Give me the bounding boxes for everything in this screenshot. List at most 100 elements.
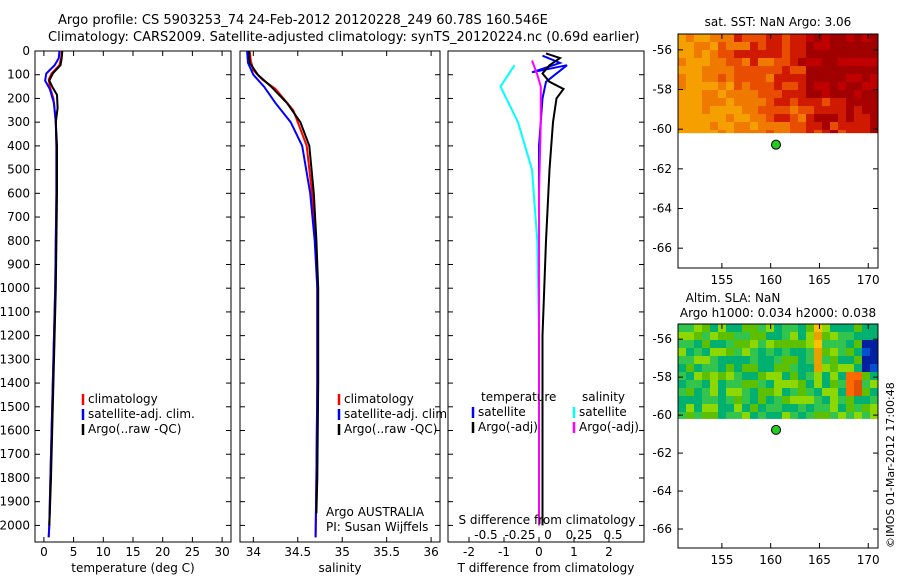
- map-cell: [862, 412, 870, 419]
- map-cell: [758, 82, 766, 90]
- map-cell: [750, 324, 758, 332]
- map-cell: [710, 34, 718, 42]
- map-cell: [838, 356, 846, 364]
- x-tick-label: 36: [423, 545, 438, 559]
- map-cell: [862, 58, 870, 66]
- map-cell: [766, 42, 774, 50]
- y-tick-label: -66: [652, 241, 672, 255]
- map-cell: [774, 388, 782, 396]
- map-cell: [726, 412, 734, 419]
- map-cell: [702, 340, 710, 348]
- map-cell: [702, 114, 710, 122]
- map-cell: [822, 388, 830, 396]
- map-cell: [830, 340, 838, 348]
- map-cell: [710, 348, 718, 356]
- map-cell: [718, 412, 726, 419]
- map-cell: [846, 42, 854, 50]
- map-cell: [822, 364, 830, 372]
- map-cell: [798, 332, 806, 340]
- map-cell: [870, 74, 878, 82]
- map-cell: [814, 332, 822, 340]
- y-tick-label: 1900: [0, 495, 30, 509]
- map-cell: [870, 372, 878, 380]
- map-cell: [702, 42, 710, 50]
- map-cell: [750, 130, 758, 134]
- map-cell: [790, 34, 798, 42]
- map-cell: [758, 396, 766, 404]
- y-tick-label: 1800: [0, 471, 30, 485]
- map-cell: [734, 356, 742, 364]
- map-cell: [718, 50, 726, 58]
- map-cell: [806, 74, 814, 82]
- map-cell: [726, 34, 734, 42]
- map-cell: [846, 98, 854, 106]
- y-tick-label: 1600: [0, 424, 30, 438]
- map-cell: [758, 412, 766, 419]
- map-cell: [782, 356, 790, 364]
- x-tick-label: 160: [759, 553, 782, 567]
- map-cell: [814, 50, 822, 58]
- y-tick-label: 1500: [0, 400, 30, 414]
- map-cell: [782, 90, 790, 98]
- profile-title: Argo profile: CS 5903253_74 24-Feb-2012 …: [58, 13, 548, 28]
- map-cell: [742, 332, 750, 340]
- map-cell: [870, 324, 878, 332]
- y-tick-label: 800: [7, 234, 30, 248]
- map-cell: [798, 90, 806, 98]
- map-cell: [782, 74, 790, 82]
- map-cell: [790, 412, 798, 419]
- x-tick-label: 155: [710, 273, 733, 287]
- map-cell: [710, 130, 718, 134]
- map-cell: [702, 348, 710, 356]
- map-cell: [798, 58, 806, 66]
- map-cell: [702, 412, 710, 419]
- map-cell: [814, 340, 822, 348]
- s-tick-label: 0: [544, 528, 552, 542]
- x-tick-label: 155: [710, 553, 733, 567]
- map-cell: [782, 324, 790, 332]
- map-cell: [862, 50, 870, 58]
- map-cell: [686, 324, 694, 332]
- map-cell: [838, 114, 846, 122]
- map-cell: [846, 364, 854, 372]
- map-cell: [678, 364, 686, 372]
- map-cell: [750, 82, 758, 90]
- y-tick-label: 500: [7, 163, 30, 177]
- map-cell: [766, 348, 774, 356]
- map-cell: [774, 50, 782, 58]
- map-cell: [678, 106, 686, 114]
- map-cell: [782, 396, 790, 404]
- y-tick-label: -62: [652, 446, 672, 460]
- map-cell: [870, 114, 878, 122]
- map-cell: [822, 82, 830, 90]
- x-axis-label: temperature (deg C): [71, 561, 194, 575]
- map-cell: [742, 412, 750, 419]
- map-cell: [742, 380, 750, 388]
- map-cell: [766, 74, 774, 82]
- station-marker: [771, 139, 782, 150]
- map-cell: [742, 396, 750, 404]
- map-cell: [734, 130, 742, 134]
- map-cell: [726, 388, 734, 396]
- map-cell: [806, 324, 814, 332]
- y-tick-label: 100: [7, 68, 30, 82]
- x-tick-label: -2: [463, 545, 475, 559]
- map-cell: [774, 114, 782, 122]
- map-cell: [830, 66, 838, 74]
- map-cell: [686, 98, 694, 106]
- map-cell: [790, 98, 798, 106]
- map-cell: [814, 388, 822, 396]
- map-cell: [814, 66, 822, 74]
- map-cell: [806, 412, 814, 419]
- map-cell: [838, 58, 846, 66]
- map-cell: [758, 380, 766, 388]
- map-cell: [702, 106, 710, 114]
- map-cell: [678, 348, 686, 356]
- map-cell: [790, 396, 798, 404]
- map-cell: [734, 372, 742, 380]
- map-cell: [870, 66, 878, 74]
- map-cell: [854, 348, 862, 356]
- map-cell: [734, 66, 742, 74]
- map-cell: [838, 324, 846, 332]
- map-cell: [798, 364, 806, 372]
